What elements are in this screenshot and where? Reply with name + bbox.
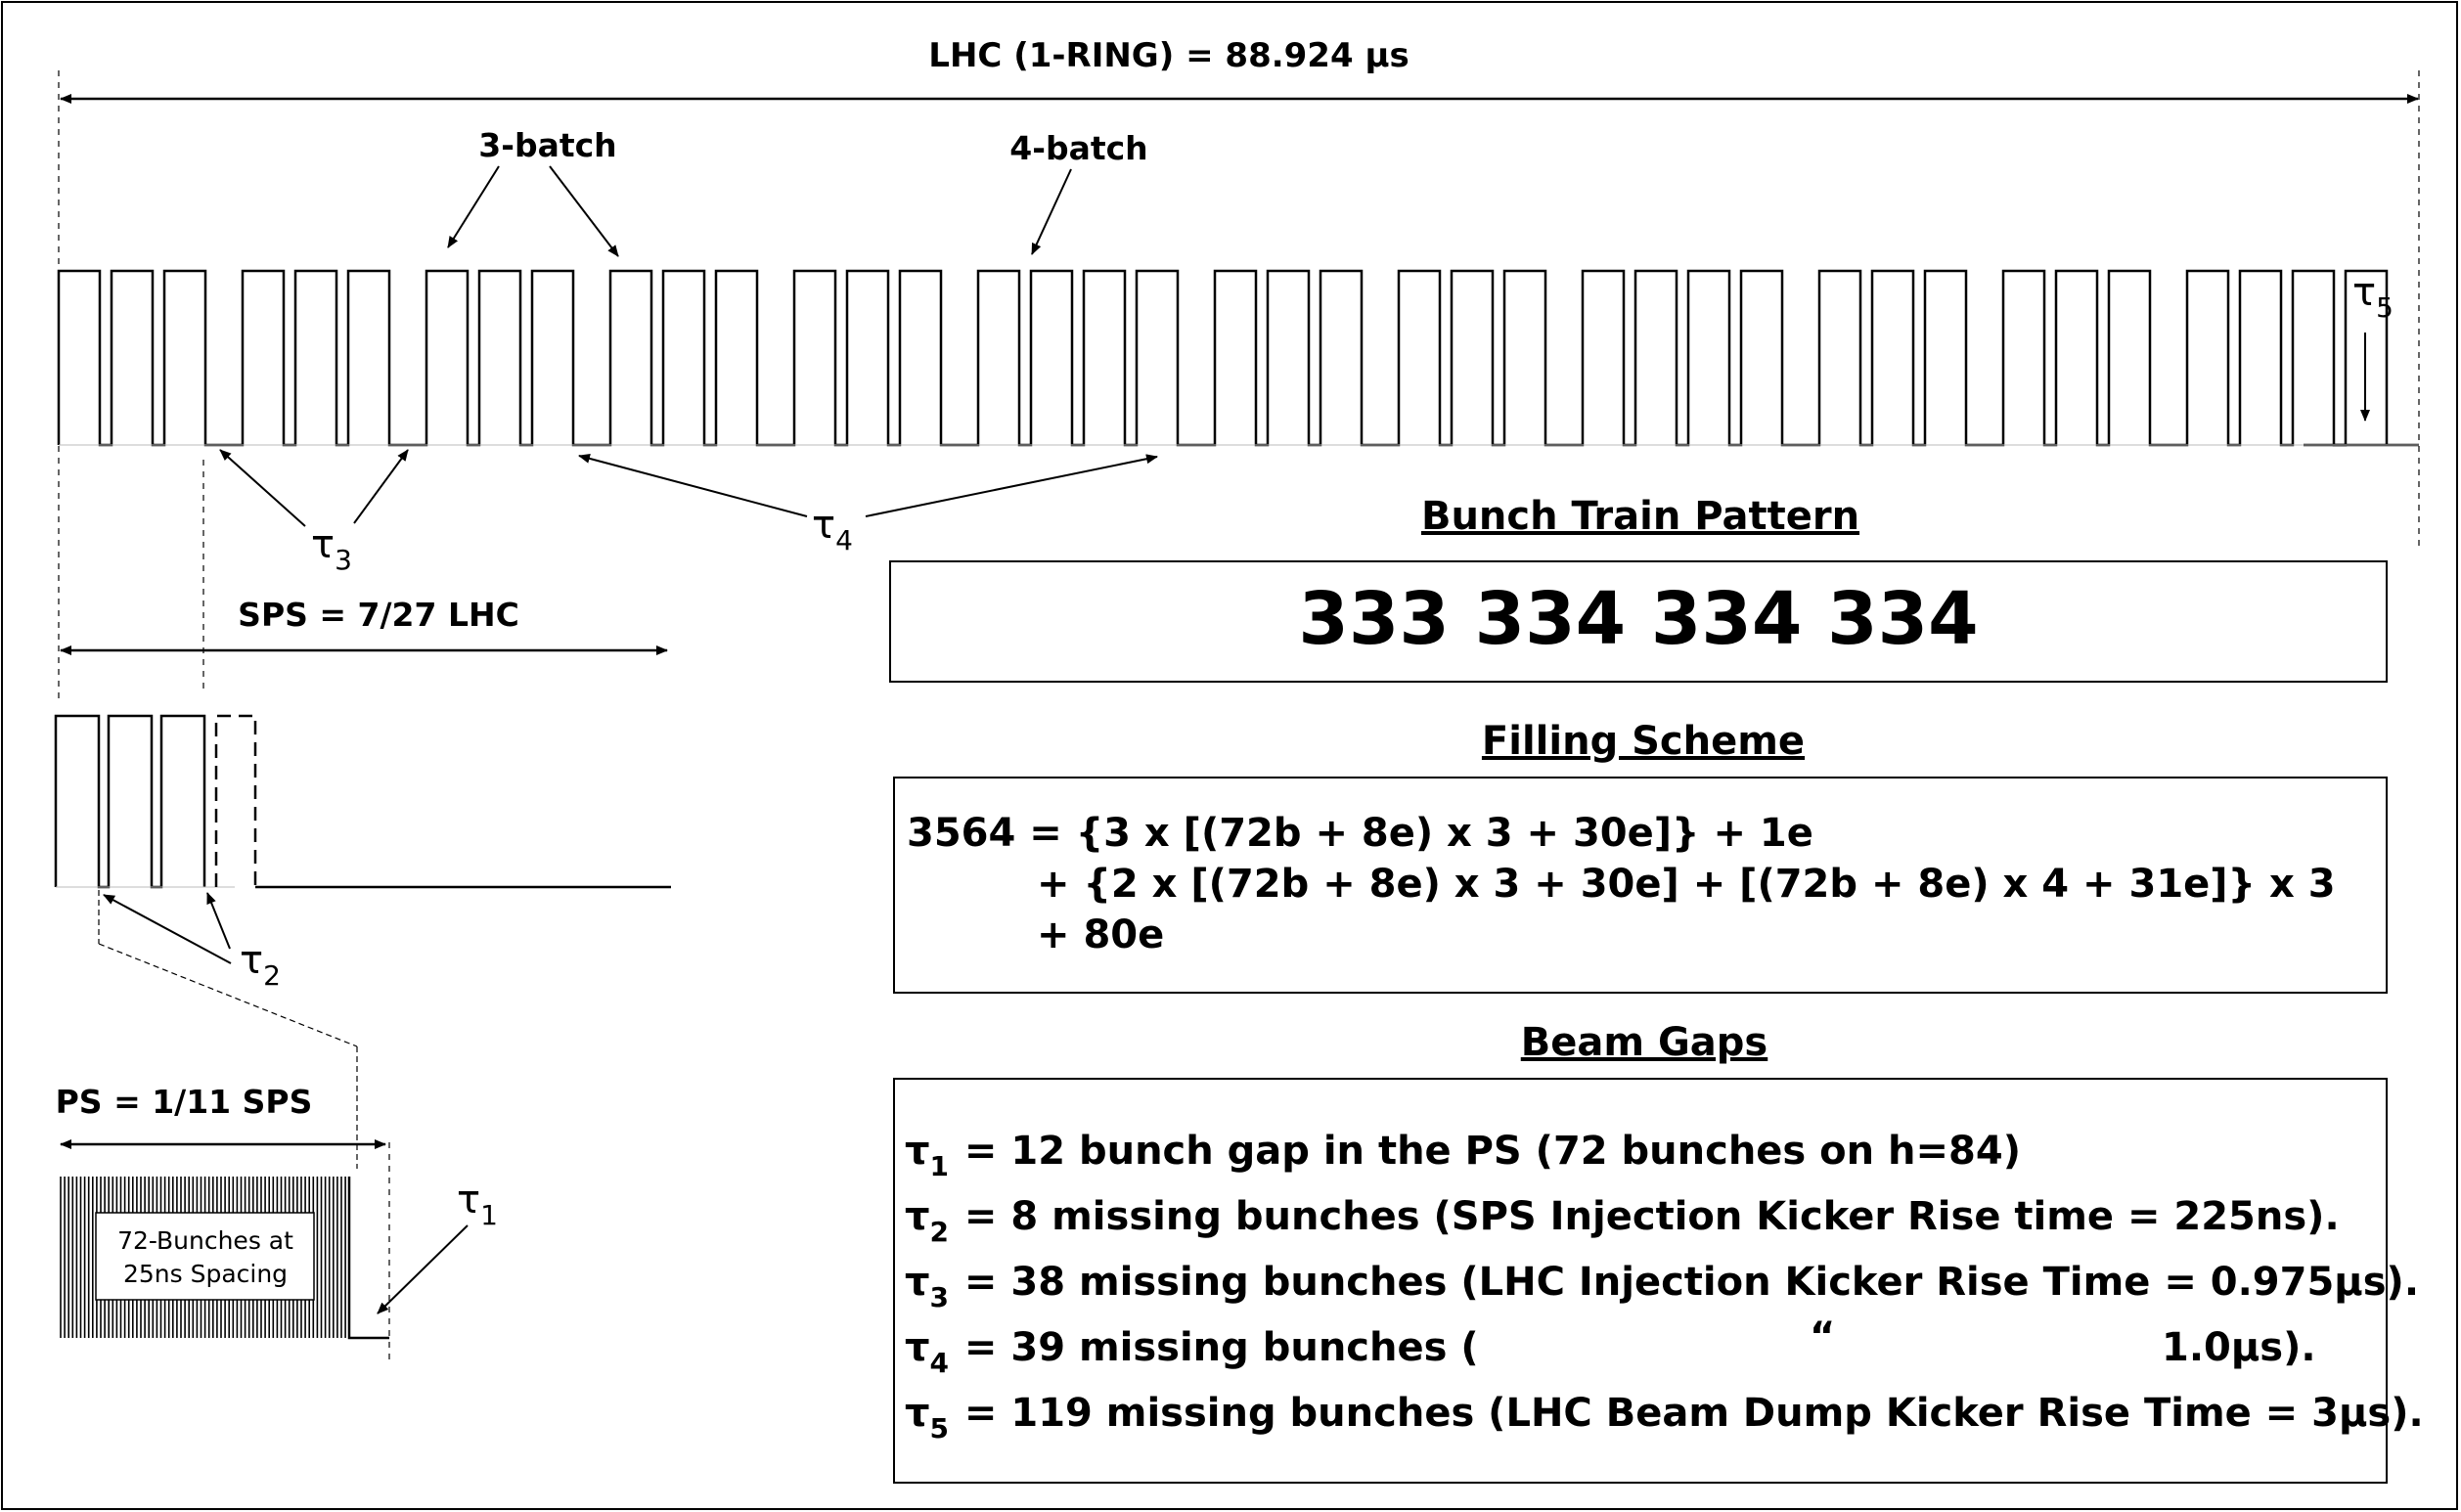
tau3-arrow-right: [353, 449, 409, 524]
beam-gap-tau1: τ1 = 12 bunch gap in the PS (72 bunches …: [905, 1129, 2021, 1182]
bunch-train-heading: Bunch Train Pattern: [1421, 494, 1859, 539]
beam-gap-tau4: τ4 = 39 missing bunches (“1.0µs).: [905, 1314, 2316, 1379]
ps-bunches-caption-box: [95, 1212, 315, 1301]
sps-missing-batch: [214, 714, 257, 887]
lhc-bunches: [57, 269, 2389, 447]
tau4-label: τ4: [812, 503, 853, 556]
beam-gap-tau5: τ5 = 119 missing bunches (LHC Beam Dump …: [905, 1391, 2424, 1445]
tau2-arrow-left: [103, 894, 232, 964]
tau3-arrow-left: [219, 449, 306, 527]
tau1-label: τ1: [457, 1178, 498, 1231]
tau4-arrow-left: [578, 453, 808, 517]
beam-gap-tau3: τ3 = 38 missing bunches (LHC Injection K…: [905, 1260, 2419, 1313]
filling-scheme-line1: 3564 = {3 x [(72b + 8e) x 3 + 30e]} + 1e: [907, 811, 1813, 856]
filling-scheme-line2: + {2 x [(72b + 8e) x 3 + 30e] + [(72b + …: [1037, 862, 2336, 907]
lhc-label: LHC (1-RING) = 88.924 µs: [928, 36, 1409, 75]
lhc-bunch-train: [57, 269, 2419, 447]
ps-label: PS = 1/11 SPS: [56, 1083, 313, 1121]
tau2-arrow-right: [206, 892, 231, 950]
ps-gap-line: [347, 1177, 389, 1340]
sps-bunch-train: [54, 714, 671, 889]
ps-caption-line2: 25ns Spacing: [123, 1260, 288, 1288]
beam-gap-tau2: τ2 = 8 missing bunches (SPS Injection Ki…: [905, 1194, 2340, 1248]
tau5-label: τ5: [2352, 270, 2394, 324]
ps-caption-line1: 72-Bunches at: [117, 1226, 293, 1255]
tau2-label: τ2: [240, 938, 281, 992]
four-batch-arrow: [1031, 168, 1072, 255]
tau1-arrow: [377, 1224, 469, 1314]
beam-gaps-heading: Beam Gaps: [1521, 1020, 1767, 1065]
three-batch-arrow-left: [447, 165, 500, 248]
tau3-label: τ3: [311, 522, 352, 576]
sps-label: SPS = 7/27 LHC: [238, 596, 519, 634]
bunch-train-box: [889, 560, 2388, 683]
three-batch-label: 3-batch: [478, 126, 616, 164]
filling-scheme-heading: Filling Scheme: [1482, 719, 1805, 764]
beam-gaps-box: [893, 1078, 2388, 1484]
zoom-guide-diagonal: [98, 943, 358, 1047]
tau4-arrow-right: [865, 454, 1158, 517]
filling-scheme-line3: + 80e: [1037, 912, 1164, 957]
bunch-train-pattern: 333 334 334 334: [1298, 577, 1978, 661]
three-batch-arrow-right: [549, 165, 619, 257]
four-batch-label: 4-batch: [1009, 129, 1147, 167]
filling-scheme-box: [893, 777, 2388, 994]
